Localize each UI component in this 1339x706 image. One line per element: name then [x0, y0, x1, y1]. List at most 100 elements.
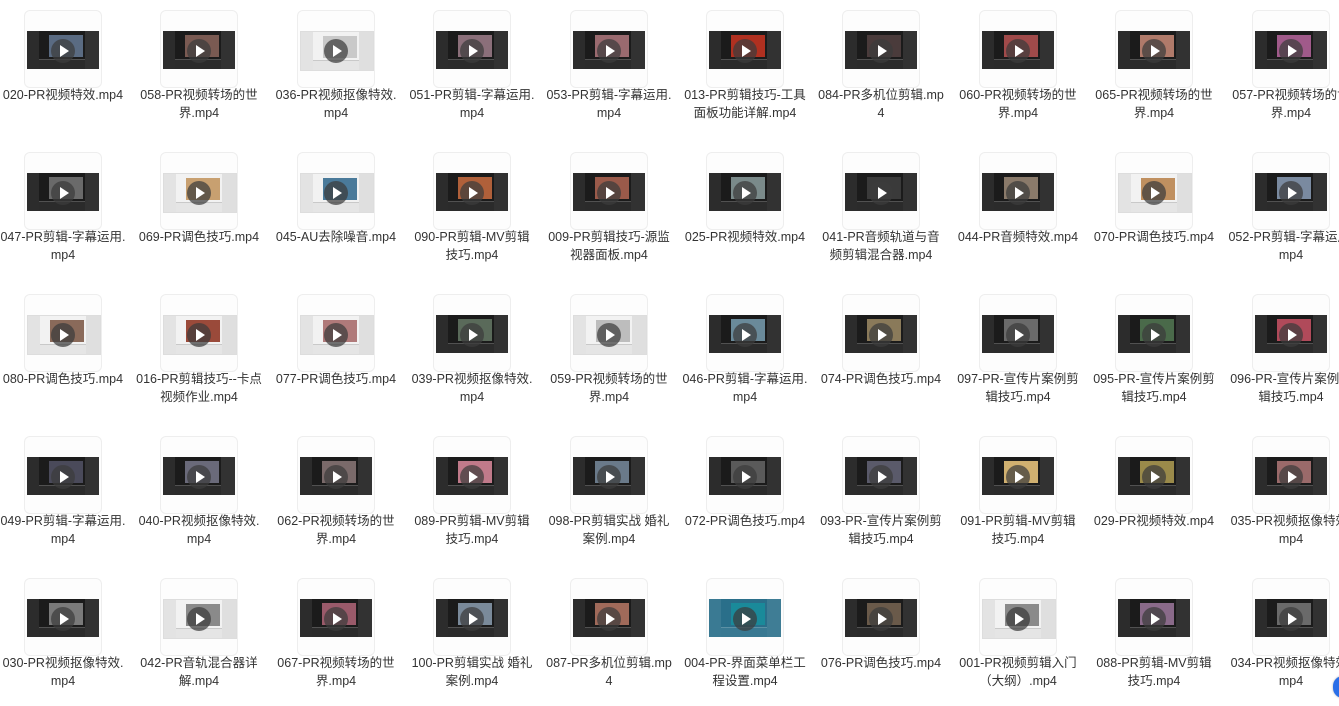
file-item[interactable]: 087-PR多机位剪辑.mp4	[546, 568, 672, 704]
video-thumbnail[interactable]	[297, 578, 375, 656]
video-thumbnail[interactable]	[1115, 578, 1193, 656]
video-thumbnail[interactable]	[1115, 10, 1193, 88]
video-thumbnail[interactable]	[160, 294, 238, 372]
file-item[interactable]: 030-PR视频抠像特效.mp4	[0, 568, 126, 704]
video-thumbnail[interactable]	[1252, 152, 1330, 230]
video-thumbnail[interactable]	[24, 152, 102, 230]
file-item[interactable]: 025-PR视频特效.mp4	[682, 142, 808, 278]
file-item[interactable]: 046-PR剪辑-字幕运用.mp4	[682, 284, 808, 420]
file-item[interactable]: 097-PR-宣传片案例剪辑技巧.mp4	[955, 284, 1081, 420]
file-item[interactable]: 091-PR剪辑-MV剪辑技巧.mp4	[955, 426, 1081, 562]
video-thumbnail[interactable]	[1252, 294, 1330, 372]
file-item[interactable]: 059-PR视频转场的世界.mp4	[546, 284, 672, 420]
video-thumbnail[interactable]	[433, 294, 511, 372]
file-item[interactable]: 057-PR视频转场的世界.mp4	[1228, 0, 1339, 136]
file-item[interactable]: 074-PR调色技巧.mp4	[818, 284, 944, 420]
video-thumbnail[interactable]	[297, 294, 375, 372]
video-thumbnail[interactable]	[706, 10, 784, 88]
video-thumbnail[interactable]	[297, 152, 375, 230]
video-thumbnail[interactable]	[570, 578, 648, 656]
video-thumbnail[interactable]	[979, 152, 1057, 230]
file-item[interactable]: 058-PR视频转场的世界.mp4	[136, 0, 262, 136]
video-thumbnail[interactable]	[297, 10, 375, 88]
file-item[interactable]: 062-PR视频转场的世界.mp4	[273, 426, 399, 562]
video-thumbnail[interactable]	[160, 436, 238, 514]
video-thumbnail[interactable]	[1115, 294, 1193, 372]
file-item[interactable]: 076-PR调色技巧.mp4	[818, 568, 944, 704]
file-item[interactable]: 049-PR剪辑-字幕运用.mp4	[0, 426, 126, 562]
video-thumbnail[interactable]	[979, 294, 1057, 372]
file-item[interactable]: 001-PR视频剪辑入门（大纲）.mp4	[955, 568, 1081, 704]
file-item[interactable]: 072-PR调色技巧.mp4	[682, 426, 808, 562]
file-item[interactable]: 044-PR音频特效.mp4	[955, 142, 1081, 278]
file-item[interactable]: 100-PR剪辑实战 婚礼案例.mp4	[409, 568, 535, 704]
video-thumbnail[interactable]	[979, 436, 1057, 514]
file-item[interactable]: 098-PR剪辑实战 婚礼案例.mp4	[546, 426, 672, 562]
file-item[interactable]: 052-PR剪辑-字幕运用.mp4	[1228, 142, 1339, 278]
side-float-button[interactable]	[1333, 676, 1339, 698]
video-thumbnail[interactable]	[160, 10, 238, 88]
file-item[interactable]: 045-AU去除噪音.mp4	[273, 142, 399, 278]
file-item[interactable]: 020-PR视频特效.mp4	[0, 0, 126, 136]
file-item[interactable]: 080-PR调色技巧.mp4	[0, 284, 126, 420]
video-thumbnail[interactable]	[842, 152, 920, 230]
file-item[interactable]: 040-PR视频抠像特效.mp4	[136, 426, 262, 562]
video-thumbnail[interactable]	[433, 152, 511, 230]
video-thumbnail[interactable]	[706, 152, 784, 230]
file-item[interactable]: 096-PR-宣传片案例剪辑技巧.mp4	[1228, 284, 1339, 420]
video-thumbnail[interactable]	[570, 436, 648, 514]
file-item[interactable]: 009-PR剪辑技巧-源监视器面板.mp4	[546, 142, 672, 278]
file-item[interactable]: 039-PR视频抠像特效.mp4	[409, 284, 535, 420]
file-item[interactable]: 084-PR多机位剪辑.mp4	[818, 0, 944, 136]
video-thumbnail[interactable]	[1252, 10, 1330, 88]
file-item[interactable]: 060-PR视频转场的世界.mp4	[955, 0, 1081, 136]
video-thumbnail[interactable]	[433, 10, 511, 88]
video-thumbnail[interactable]	[433, 436, 511, 514]
file-item[interactable]: 067-PR视频转场的世界.mp4	[273, 568, 399, 704]
video-thumbnail[interactable]	[1115, 436, 1193, 514]
file-item[interactable]: 041-PR音频轨道与音频剪辑混合器.mp4	[818, 142, 944, 278]
video-thumbnail[interactable]	[979, 578, 1057, 656]
file-item[interactable]: 047-PR剪辑-字幕运用.mp4	[0, 142, 126, 278]
file-item[interactable]: 090-PR剪辑-MV剪辑技巧.mp4	[409, 142, 535, 278]
file-item[interactable]: 042-PR音轨混合器详解.mp4	[136, 568, 262, 704]
video-thumbnail[interactable]	[433, 578, 511, 656]
video-thumbnail[interactable]	[160, 578, 238, 656]
file-item[interactable]: 053-PR剪辑-字幕运用.mp4	[546, 0, 672, 136]
video-thumbnail[interactable]	[842, 436, 920, 514]
video-thumbnail[interactable]	[1115, 152, 1193, 230]
video-thumbnail[interactable]	[706, 436, 784, 514]
video-thumbnail[interactable]	[842, 578, 920, 656]
video-thumbnail[interactable]	[842, 10, 920, 88]
file-item[interactable]: 089-PR剪辑-MV剪辑技巧.mp4	[409, 426, 535, 562]
video-thumbnail[interactable]	[570, 152, 648, 230]
video-thumbnail[interactable]	[979, 10, 1057, 88]
file-item[interactable]: 095-PR-宣传片案例剪辑技巧.mp4	[1091, 284, 1217, 420]
video-thumbnail[interactable]	[1252, 436, 1330, 514]
file-item[interactable]: 077-PR调色技巧.mp4	[273, 284, 399, 420]
file-item[interactable]: 069-PR调色技巧.mp4	[136, 142, 262, 278]
video-thumbnail[interactable]	[706, 294, 784, 372]
video-thumbnail[interactable]	[160, 152, 238, 230]
file-item[interactable]: 088-PR剪辑-MV剪辑技巧.mp4	[1091, 568, 1217, 704]
file-item[interactable]: 016-PR剪辑技巧--卡点视频作业.mp4	[136, 284, 262, 420]
video-thumbnail[interactable]	[570, 10, 648, 88]
video-thumbnail[interactable]	[1252, 578, 1330, 656]
file-item[interactable]: 093-PR-宣传片案例剪辑技巧.mp4	[818, 426, 944, 562]
video-thumbnail[interactable]	[24, 436, 102, 514]
file-item[interactable]: 004-PR-界面菜单栏工程设置.mp4	[682, 568, 808, 704]
file-item[interactable]: 036-PR视频抠像特效.mp4	[273, 0, 399, 136]
file-item[interactable]: 013-PR剪辑技巧-工具面板功能详解.mp4	[682, 0, 808, 136]
file-item[interactable]: 065-PR视频转场的世界.mp4	[1091, 0, 1217, 136]
video-thumbnail[interactable]	[24, 10, 102, 88]
file-item[interactable]: 035-PR视频抠像特效.mp4	[1228, 426, 1339, 562]
video-thumbnail[interactable]	[297, 436, 375, 514]
video-thumbnail[interactable]	[24, 294, 102, 372]
file-item[interactable]: 051-PR剪辑-字幕运用.mp4	[409, 0, 535, 136]
file-item[interactable]: 034-PR视频抠像特效.mp4	[1228, 568, 1339, 704]
file-item[interactable]: 029-PR视频特效.mp4	[1091, 426, 1217, 562]
video-thumbnail[interactable]	[706, 578, 784, 656]
video-thumbnail[interactable]	[570, 294, 648, 372]
file-item[interactable]: 070-PR调色技巧.mp4	[1091, 142, 1217, 278]
video-thumbnail[interactable]	[842, 294, 920, 372]
